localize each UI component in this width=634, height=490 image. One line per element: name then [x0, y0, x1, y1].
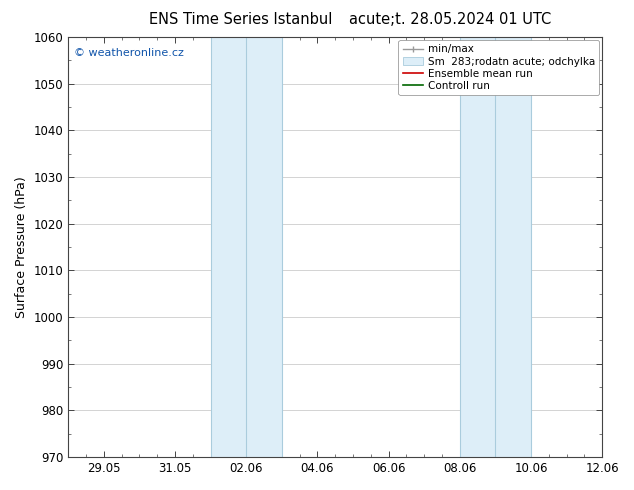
- Bar: [460, 37, 495, 457]
- Text: © weatheronline.cz: © weatheronline.cz: [74, 48, 183, 58]
- Text: acute;t. 28.05.2024 01 UTC: acute;t. 28.05.2024 01 UTC: [349, 12, 552, 27]
- Y-axis label: Surface Pressure (hPa): Surface Pressure (hPa): [15, 176, 28, 318]
- Text: ENS Time Series Istanbul: ENS Time Series Istanbul: [149, 12, 333, 27]
- Bar: [246, 37, 281, 457]
- Bar: [495, 37, 531, 457]
- Bar: [210, 37, 246, 457]
- Legend: min/max, Sm  283;rodatn acute; odchylka, Ensemble mean run, Controll run: min/max, Sm 283;rodatn acute; odchylka, …: [399, 40, 599, 95]
